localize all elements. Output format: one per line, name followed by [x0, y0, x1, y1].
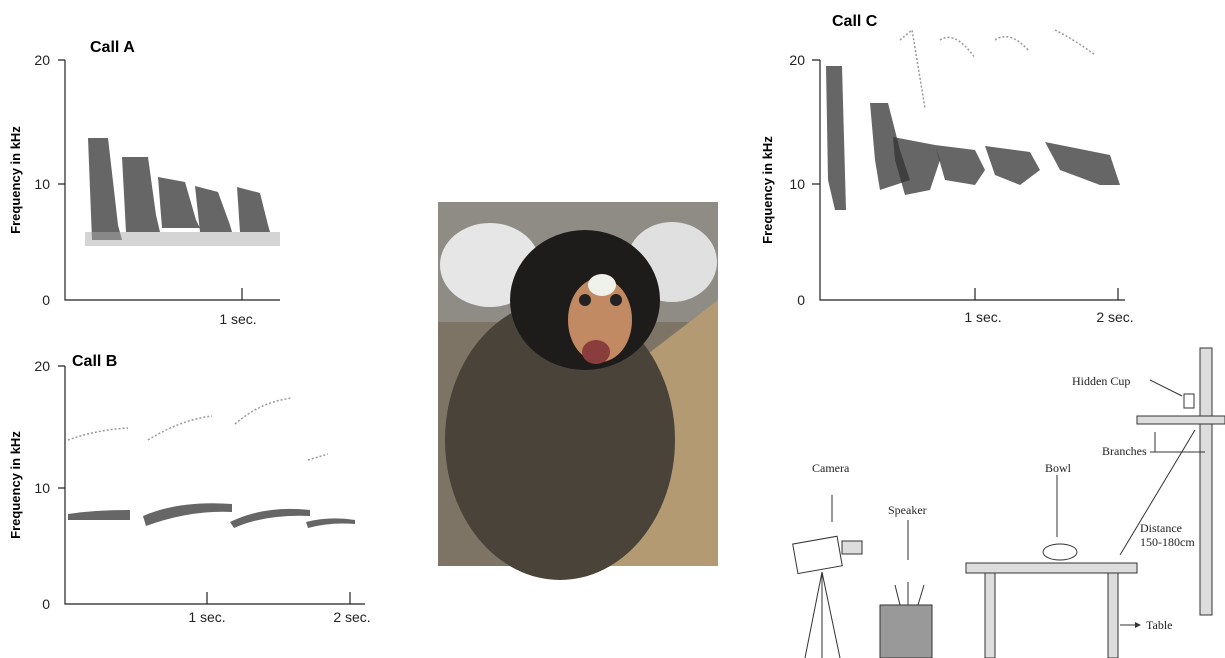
y-label: Frequency in kHz: [760, 136, 775, 244]
label-hidden-cup: Hidden Cup: [1072, 374, 1130, 388]
panel-call-a: Call A Frequency in kHz 20 10 0 1 sec.: [8, 39, 280, 327]
y-tick-label: 10: [789, 176, 805, 192]
y-label: Frequency in kHz: [8, 126, 23, 234]
axes: [58, 366, 365, 604]
spectrogram: [68, 398, 355, 528]
panel-call-c: Call C Frequency in kHz 20 10 0 1 sec. 2…: [760, 13, 1134, 325]
panel-title: Call C: [832, 13, 878, 30]
label-speaker: Speaker: [888, 503, 927, 517]
y-tick-label: 20: [34, 52, 50, 68]
y-tick-label: 0: [797, 292, 805, 308]
y-tick-label: 0: [42, 292, 50, 308]
label-camera: Camera: [812, 461, 850, 475]
label-bowl: Bowl: [1045, 461, 1072, 475]
x-tick-label: 2 sec.: [333, 609, 370, 625]
label-table: Table: [1146, 618, 1172, 632]
y-label: Frequency in kHz: [8, 431, 23, 539]
panel-call-b: Call B Frequency in kHz 20 10 0 1 sec. 2…: [8, 353, 371, 625]
y-tick-label: 0: [42, 596, 50, 612]
spectrogram: [826, 30, 1120, 210]
y-tick-label: 20: [789, 52, 805, 68]
marmoset-photo: [438, 202, 718, 580]
setup-diagram: Hidden Cup Branches Camera Speaker Bowl …: [793, 348, 1225, 658]
y-tick-label: 20: [34, 358, 50, 374]
x-tick-label: 1 sec.: [964, 309, 1001, 325]
y-tick-label: 10: [34, 176, 50, 192]
panel-title: Call A: [90, 39, 135, 56]
figure: Call A Frequency in kHz 20 10 0 1 sec. C…: [0, 0, 1225, 658]
label-branches: Branches: [1102, 444, 1147, 458]
spectrogram: [85, 138, 280, 246]
x-tick-label: 2 sec.: [1096, 309, 1133, 325]
panel-title: Call B: [72, 353, 117, 370]
x-tick-label: 1 sec.: [188, 609, 225, 625]
x-tick-label: 1 sec.: [219, 311, 256, 327]
y-tick-label: 10: [34, 480, 50, 496]
label-distance: Distance: [1140, 521, 1182, 535]
label-distance: 150-180cm: [1140, 535, 1195, 549]
